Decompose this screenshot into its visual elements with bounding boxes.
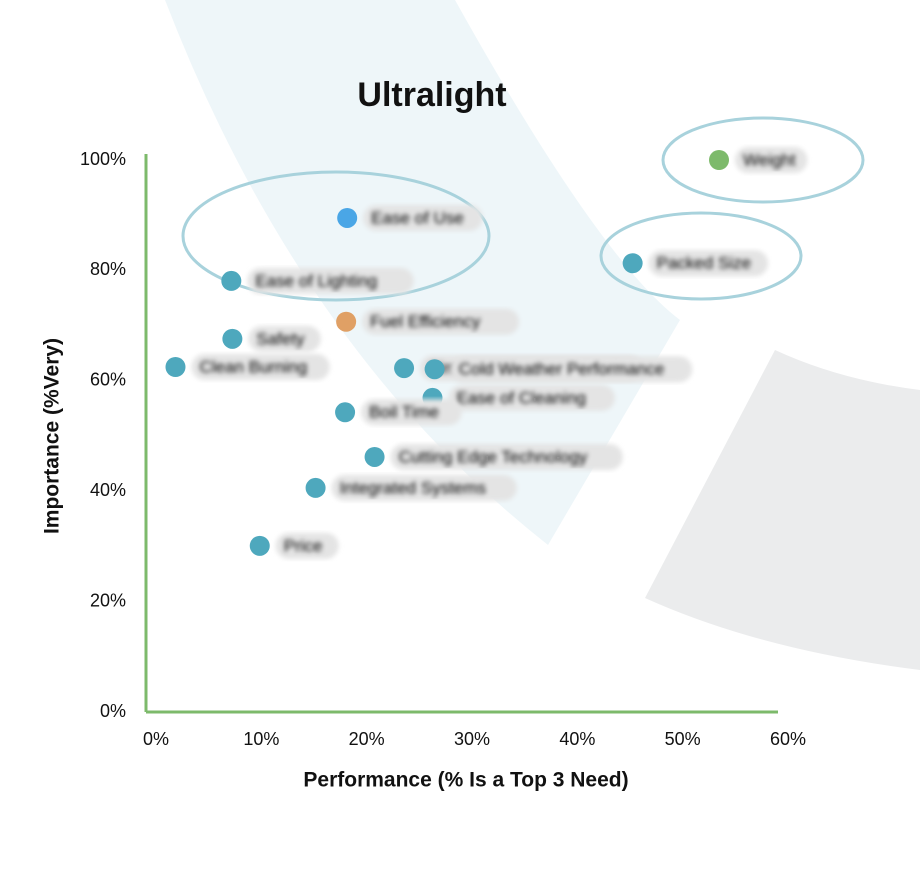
x-tick-label: 20% [349,729,385,749]
chart-title: Ultralight [357,76,506,114]
y-tick-label: 0% [100,701,126,721]
point-label: Safety [256,329,305,348]
label-pill [735,147,808,173]
point-label: Boil Time [369,403,439,422]
point [337,207,358,228]
x-tick-label: 30% [454,729,490,749]
x-tick-label: 40% [559,729,595,749]
highlight-ellipse [181,170,491,302]
label-pill [390,443,623,470]
point-label: Fuel Efficiency [370,312,481,331]
label-pill [247,267,414,294]
point [222,328,243,349]
point-label: Clean Burning [199,357,307,376]
label-pill [363,204,483,231]
y-tick-label: 100% [80,149,126,169]
point-label: Ease of Cleaning [457,388,586,407]
point-label: Ease of Use [371,208,464,227]
point [335,402,356,423]
y-tick-label: 80% [90,259,126,279]
label-pill [248,325,321,352]
point [622,253,643,274]
x-tick-label: 10% [243,729,279,749]
point-label: Integrated Systems [340,478,486,497]
point [364,446,385,467]
point-label: Cutting Edge Technology [399,447,588,466]
x-tick-label: 0% [143,729,169,749]
label-pill [362,308,520,335]
point-label: Packed Size [657,254,752,273]
point [394,358,415,379]
label-pill [361,399,462,426]
point [424,359,445,380]
label-pill [648,250,769,277]
y-axis-label: Importance (%Very) [41,338,64,534]
point-label: Cold Weather Performance [459,360,665,379]
point [305,477,326,498]
label-pill [448,384,615,411]
y-tick-label: 40% [90,480,126,500]
point [249,535,270,556]
point-label: Price [284,536,323,555]
label-pill [191,354,330,380]
point-label: Ease of Lighting [255,271,377,290]
point [165,357,186,377]
point-label: Weight [743,150,796,169]
highlight-ellipse [599,211,803,301]
x-tick-label: 50% [665,729,701,749]
point [336,311,357,332]
point [221,270,242,291]
point [709,150,730,170]
label-pill [331,474,517,501]
label-pill [450,356,693,383]
highlight-ellipse [661,116,865,204]
x-tick-label: 60% [770,729,806,749]
x-axis-label: Performance (% Is a Top 3 Need) [303,769,628,792]
y-tick-label: 60% [90,370,126,390]
y-tick-label: 20% [90,590,126,610]
background-band [645,350,920,670]
label-pill [275,532,339,559]
